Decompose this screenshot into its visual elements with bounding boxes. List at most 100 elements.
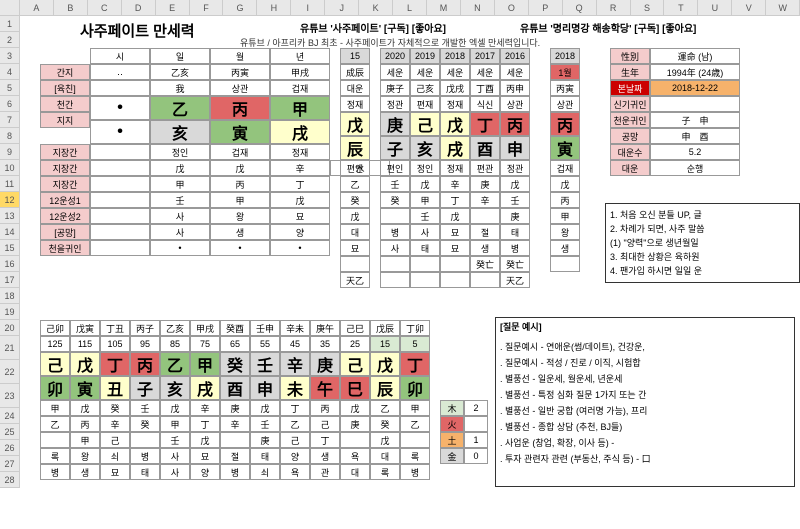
row-header[interactable]: 3	[0, 48, 20, 64]
year-cell: 庚	[470, 176, 500, 192]
row-header[interactable]: 6	[0, 96, 20, 112]
row-header[interactable]: 10	[0, 160, 20, 176]
row-header[interactable]: 20	[0, 320, 20, 336]
col-header[interactable]: E	[156, 0, 190, 15]
col-header[interactable]: W	[766, 0, 800, 15]
row-header[interactable]: 16	[0, 256, 20, 272]
bot-cell: 戊	[250, 400, 280, 416]
pillar-cell: 甲	[270, 96, 330, 120]
col-header[interactable]: O	[495, 0, 529, 15]
year-cell: 정관	[380, 96, 410, 112]
bot-num: 45	[280, 336, 310, 352]
col-header[interactable]: V	[732, 0, 766, 15]
year-cell: 丁酉	[470, 80, 500, 96]
bot-cheon: 壬	[250, 352, 280, 376]
row-header[interactable]: 5	[0, 80, 20, 96]
year-cell: 정관	[500, 160, 530, 176]
col-header[interactable]: H	[257, 0, 291, 15]
row-header[interactable]: 13	[0, 208, 20, 224]
bot-cell: 戊	[70, 400, 100, 416]
col-header[interactable]: M	[427, 0, 461, 15]
daeun-cell: 天乙	[340, 272, 370, 288]
row-header[interactable]: 27	[0, 456, 20, 472]
row-header[interactable]: 9	[0, 144, 20, 160]
bot-cell: 욕	[340, 448, 370, 464]
row-header[interactable]: 4	[0, 64, 20, 80]
row-header[interactable]: 23	[0, 384, 20, 408]
col-header[interactable]: R	[597, 0, 631, 15]
col-header[interactable]: A	[20, 0, 54, 15]
year-header: 2017	[470, 48, 500, 64]
pillar-cell: 乙亥	[150, 64, 210, 80]
row-header[interactable]: 8	[0, 128, 20, 144]
year-cell: 申	[500, 136, 530, 160]
pillar-header: 시	[90, 48, 150, 64]
row-header[interactable]: 25	[0, 424, 20, 440]
year-cell	[380, 272, 410, 288]
year-cell: 癸	[380, 192, 410, 208]
bot-cell: 庚	[250, 432, 280, 448]
bot-cell: 甲	[40, 400, 70, 416]
col-header[interactable]: S	[631, 0, 665, 15]
row-header[interactable]: 7	[0, 112, 20, 128]
month-cell: 甲	[550, 208, 580, 224]
bot-cell: 관	[310, 464, 340, 480]
col-header[interactable]: B	[54, 0, 88, 15]
bot-cell	[400, 432, 430, 448]
year-cell	[440, 256, 470, 272]
month-cell: 생	[550, 240, 580, 256]
pillar-cell: 양	[270, 224, 330, 240]
col-header[interactable]: J	[325, 0, 359, 15]
col-header[interactable]: T	[664, 0, 698, 15]
element-count: 2	[464, 400, 488, 416]
col-header[interactable]: P	[529, 0, 563, 15]
col-header[interactable]: F	[190, 0, 224, 15]
pillar-cell: •	[90, 120, 150, 144]
year-cell	[470, 272, 500, 288]
bot-cheon: 丁	[100, 352, 130, 376]
pillar-cell: 丙寅	[210, 64, 270, 80]
row-header[interactable]: 1	[0, 16, 20, 32]
col-header[interactable]: N	[461, 0, 495, 15]
bot-num: 105	[100, 336, 130, 352]
row-header[interactable]: 2	[0, 32, 20, 48]
year-cell: 壬	[380, 176, 410, 192]
col-header[interactable]: L	[393, 0, 427, 15]
col-header[interactable]: G	[223, 0, 257, 15]
col-header[interactable]: K	[359, 0, 393, 15]
row-header[interactable]: 12	[0, 192, 20, 208]
row-header[interactable]: 15	[0, 240, 20, 256]
bot-cell: 庚	[220, 400, 250, 416]
col-header[interactable]: Q	[563, 0, 597, 15]
col-header[interactable]: U	[698, 0, 732, 15]
pillar-cell: •	[270, 240, 330, 256]
year-cell: 辛	[470, 192, 500, 208]
element-label: 土	[440, 432, 464, 448]
year-cell: 편재	[410, 96, 440, 112]
row-header[interactable]: 26	[0, 440, 20, 456]
row-header[interactable]: 21	[0, 336, 20, 360]
bot-cell: 乙	[370, 400, 400, 416]
row-header[interactable]: 22	[0, 360, 20, 384]
row-header[interactable]: 28	[0, 472, 20, 488]
year-cell: 丙申	[500, 80, 530, 96]
year-cell: 태	[500, 224, 530, 240]
pillar-cell: 甲	[210, 192, 270, 208]
subtitle2: 유튜브 '명리명강 해송학당' [구독] [좋아요]	[520, 20, 696, 35]
row-headers: 1234567891011121314151617181920212223242…	[0, 16, 20, 488]
bot-ji: 丑	[100, 376, 130, 400]
row-header[interactable]: 18	[0, 288, 20, 304]
row-header[interactable]: 11	[0, 176, 20, 192]
row-header[interactable]: 19	[0, 304, 20, 320]
pillar-cell: 丙	[210, 96, 270, 120]
col-header[interactable]: C	[88, 0, 122, 15]
col-header[interactable]: I	[291, 0, 325, 15]
year-cell: 묘	[440, 224, 470, 240]
col-header[interactable]: D	[122, 0, 156, 15]
seun-label: 세운	[440, 64, 470, 80]
row-header[interactable]: 17	[0, 272, 20, 288]
row-header[interactable]: 24	[0, 408, 20, 424]
row-header[interactable]: 14	[0, 224, 20, 240]
bot-cell: 己	[280, 432, 310, 448]
row-label: 천을귀인	[40, 240, 90, 256]
